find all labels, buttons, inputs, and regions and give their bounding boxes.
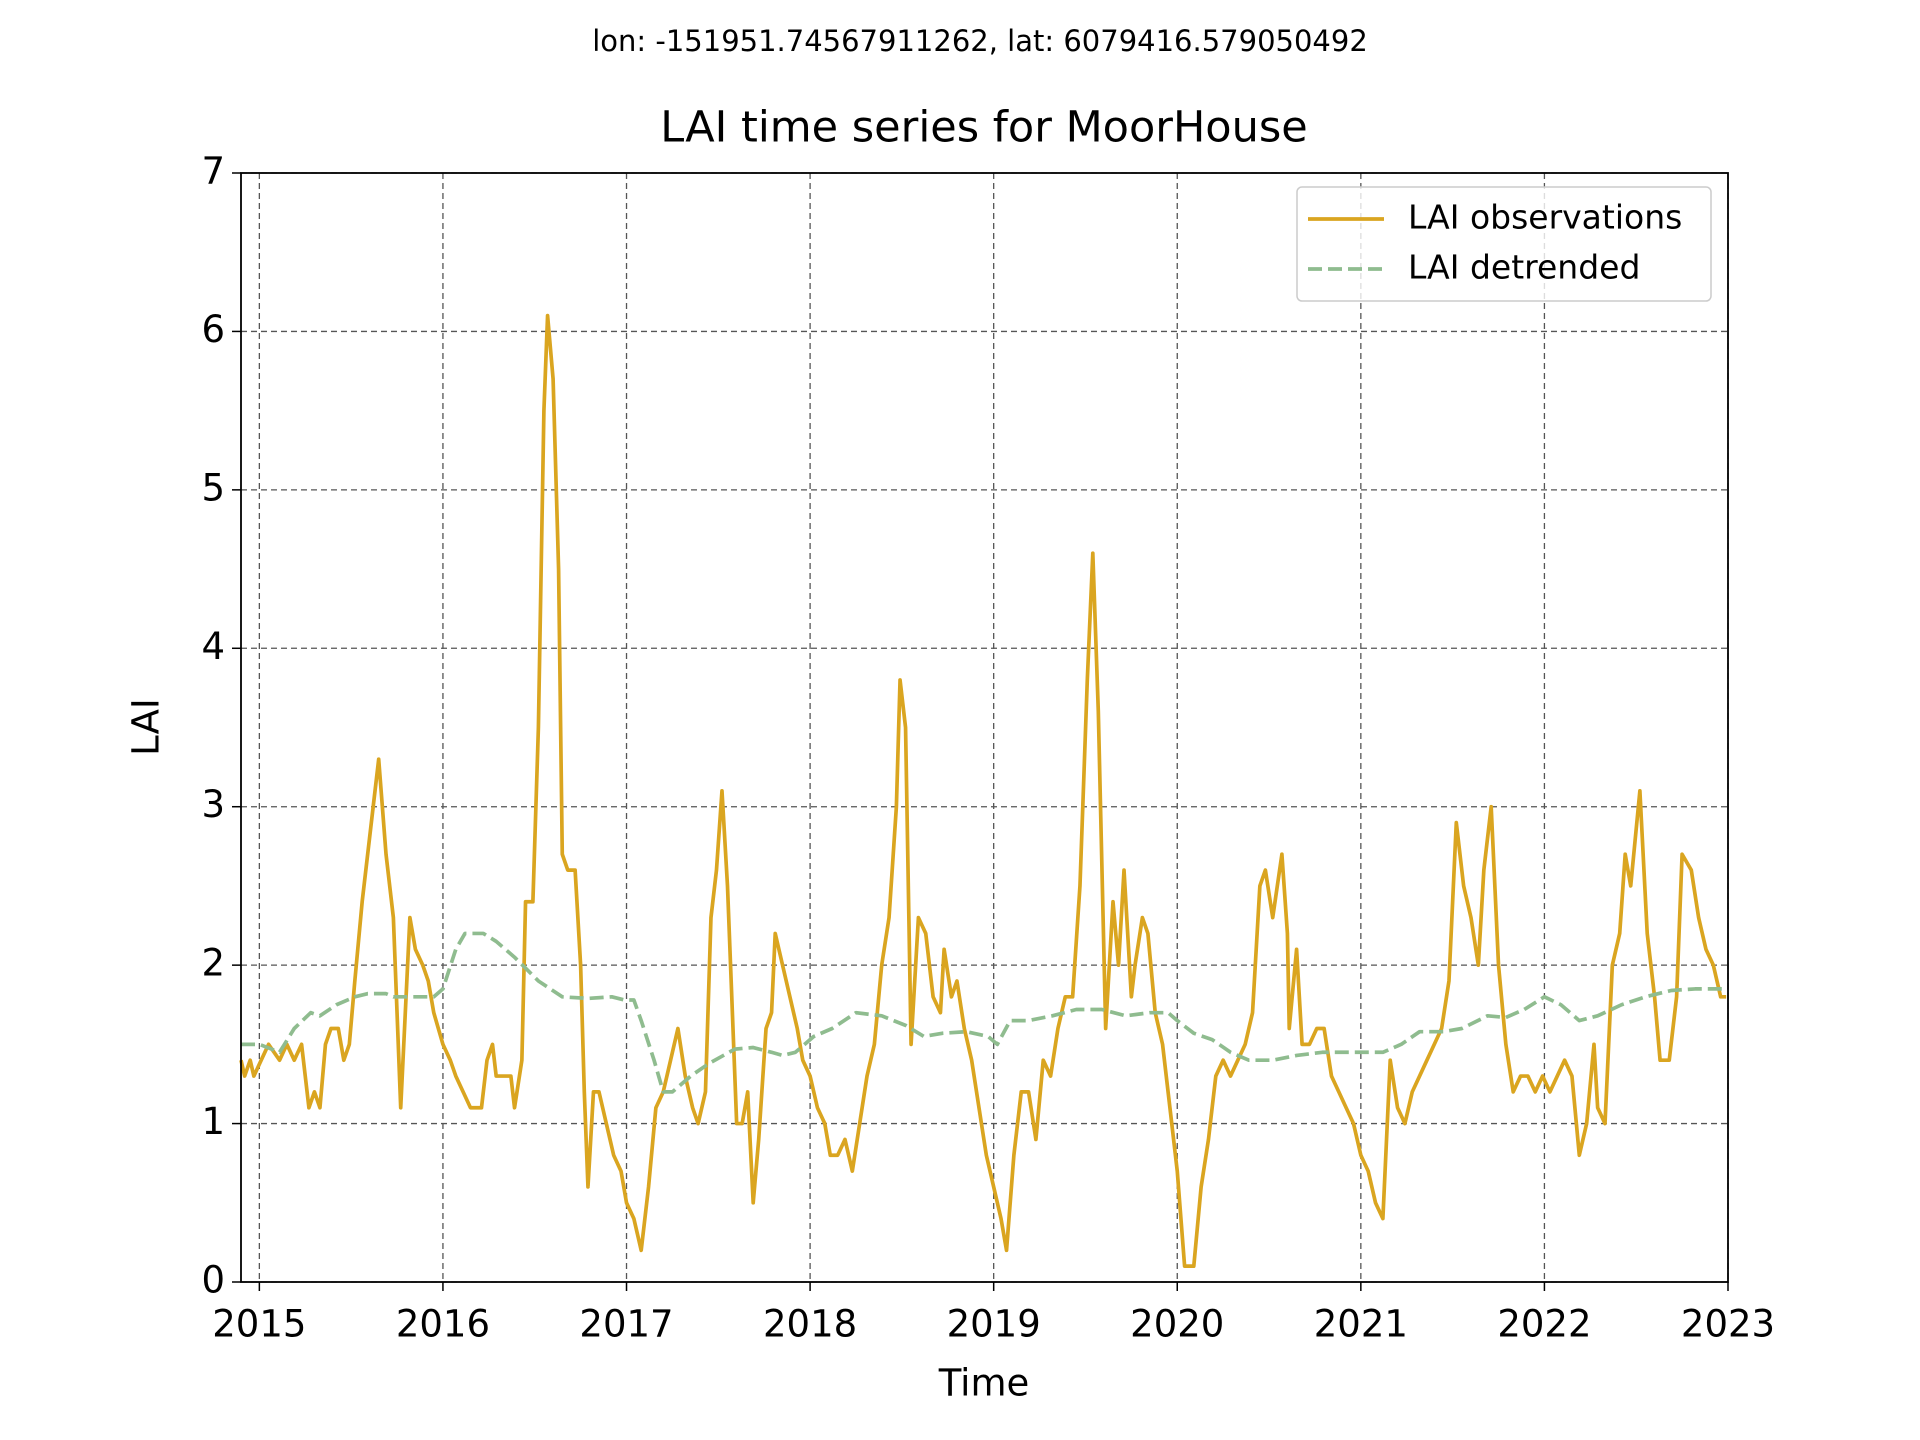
x-tick-label: 2016 — [396, 1303, 490, 1346]
legend: LAI observations LAI detrended — [1296, 186, 1712, 302]
data-line — [241, 931, 1727, 1094]
y-tick-label: 1 — [201, 1100, 225, 1143]
x-axis-label: Time — [938, 1362, 1030, 1405]
y-tick-label: 7 — [201, 150, 225, 193]
y-tick-label: 4 — [201, 625, 225, 668]
y-tick-label: 5 — [201, 466, 225, 509]
legend-box — [1296, 186, 1712, 302]
x-tick-label: 2019 — [947, 1303, 1041, 1346]
data-line — [239, 313, 1727, 1269]
x-tick-label: 2023 — [1681, 1303, 1775, 1346]
plot-frame — [240, 172, 1729, 1283]
y-tick-label: 6 — [201, 308, 225, 351]
x-tick-label: 2015 — [212, 1303, 306, 1346]
x-tick-label: 2017 — [579, 1303, 673, 1346]
legend-label: LAI detrended — [1408, 248, 1640, 287]
x-tick-label: 2021 — [1314, 1303, 1408, 1346]
chart-title: LAI time series for MoorHouse — [660, 103, 1307, 153]
y-tick-label: 3 — [201, 783, 225, 826]
legend-label: LAI observations — [1408, 198, 1682, 237]
x-tick-label: 2022 — [1497, 1303, 1591, 1346]
y-axis-label: LAI — [125, 698, 168, 756]
suptitle: lon: -151951.74567911262, lat: 6079416.5… — [592, 24, 1368, 58]
y-tick-label: 2 — [201, 942, 225, 985]
x-tick-label: 2020 — [1130, 1303, 1224, 1346]
x-tick-label: 2018 — [763, 1303, 857, 1346]
y-tick-label: 0 — [201, 1259, 225, 1302]
